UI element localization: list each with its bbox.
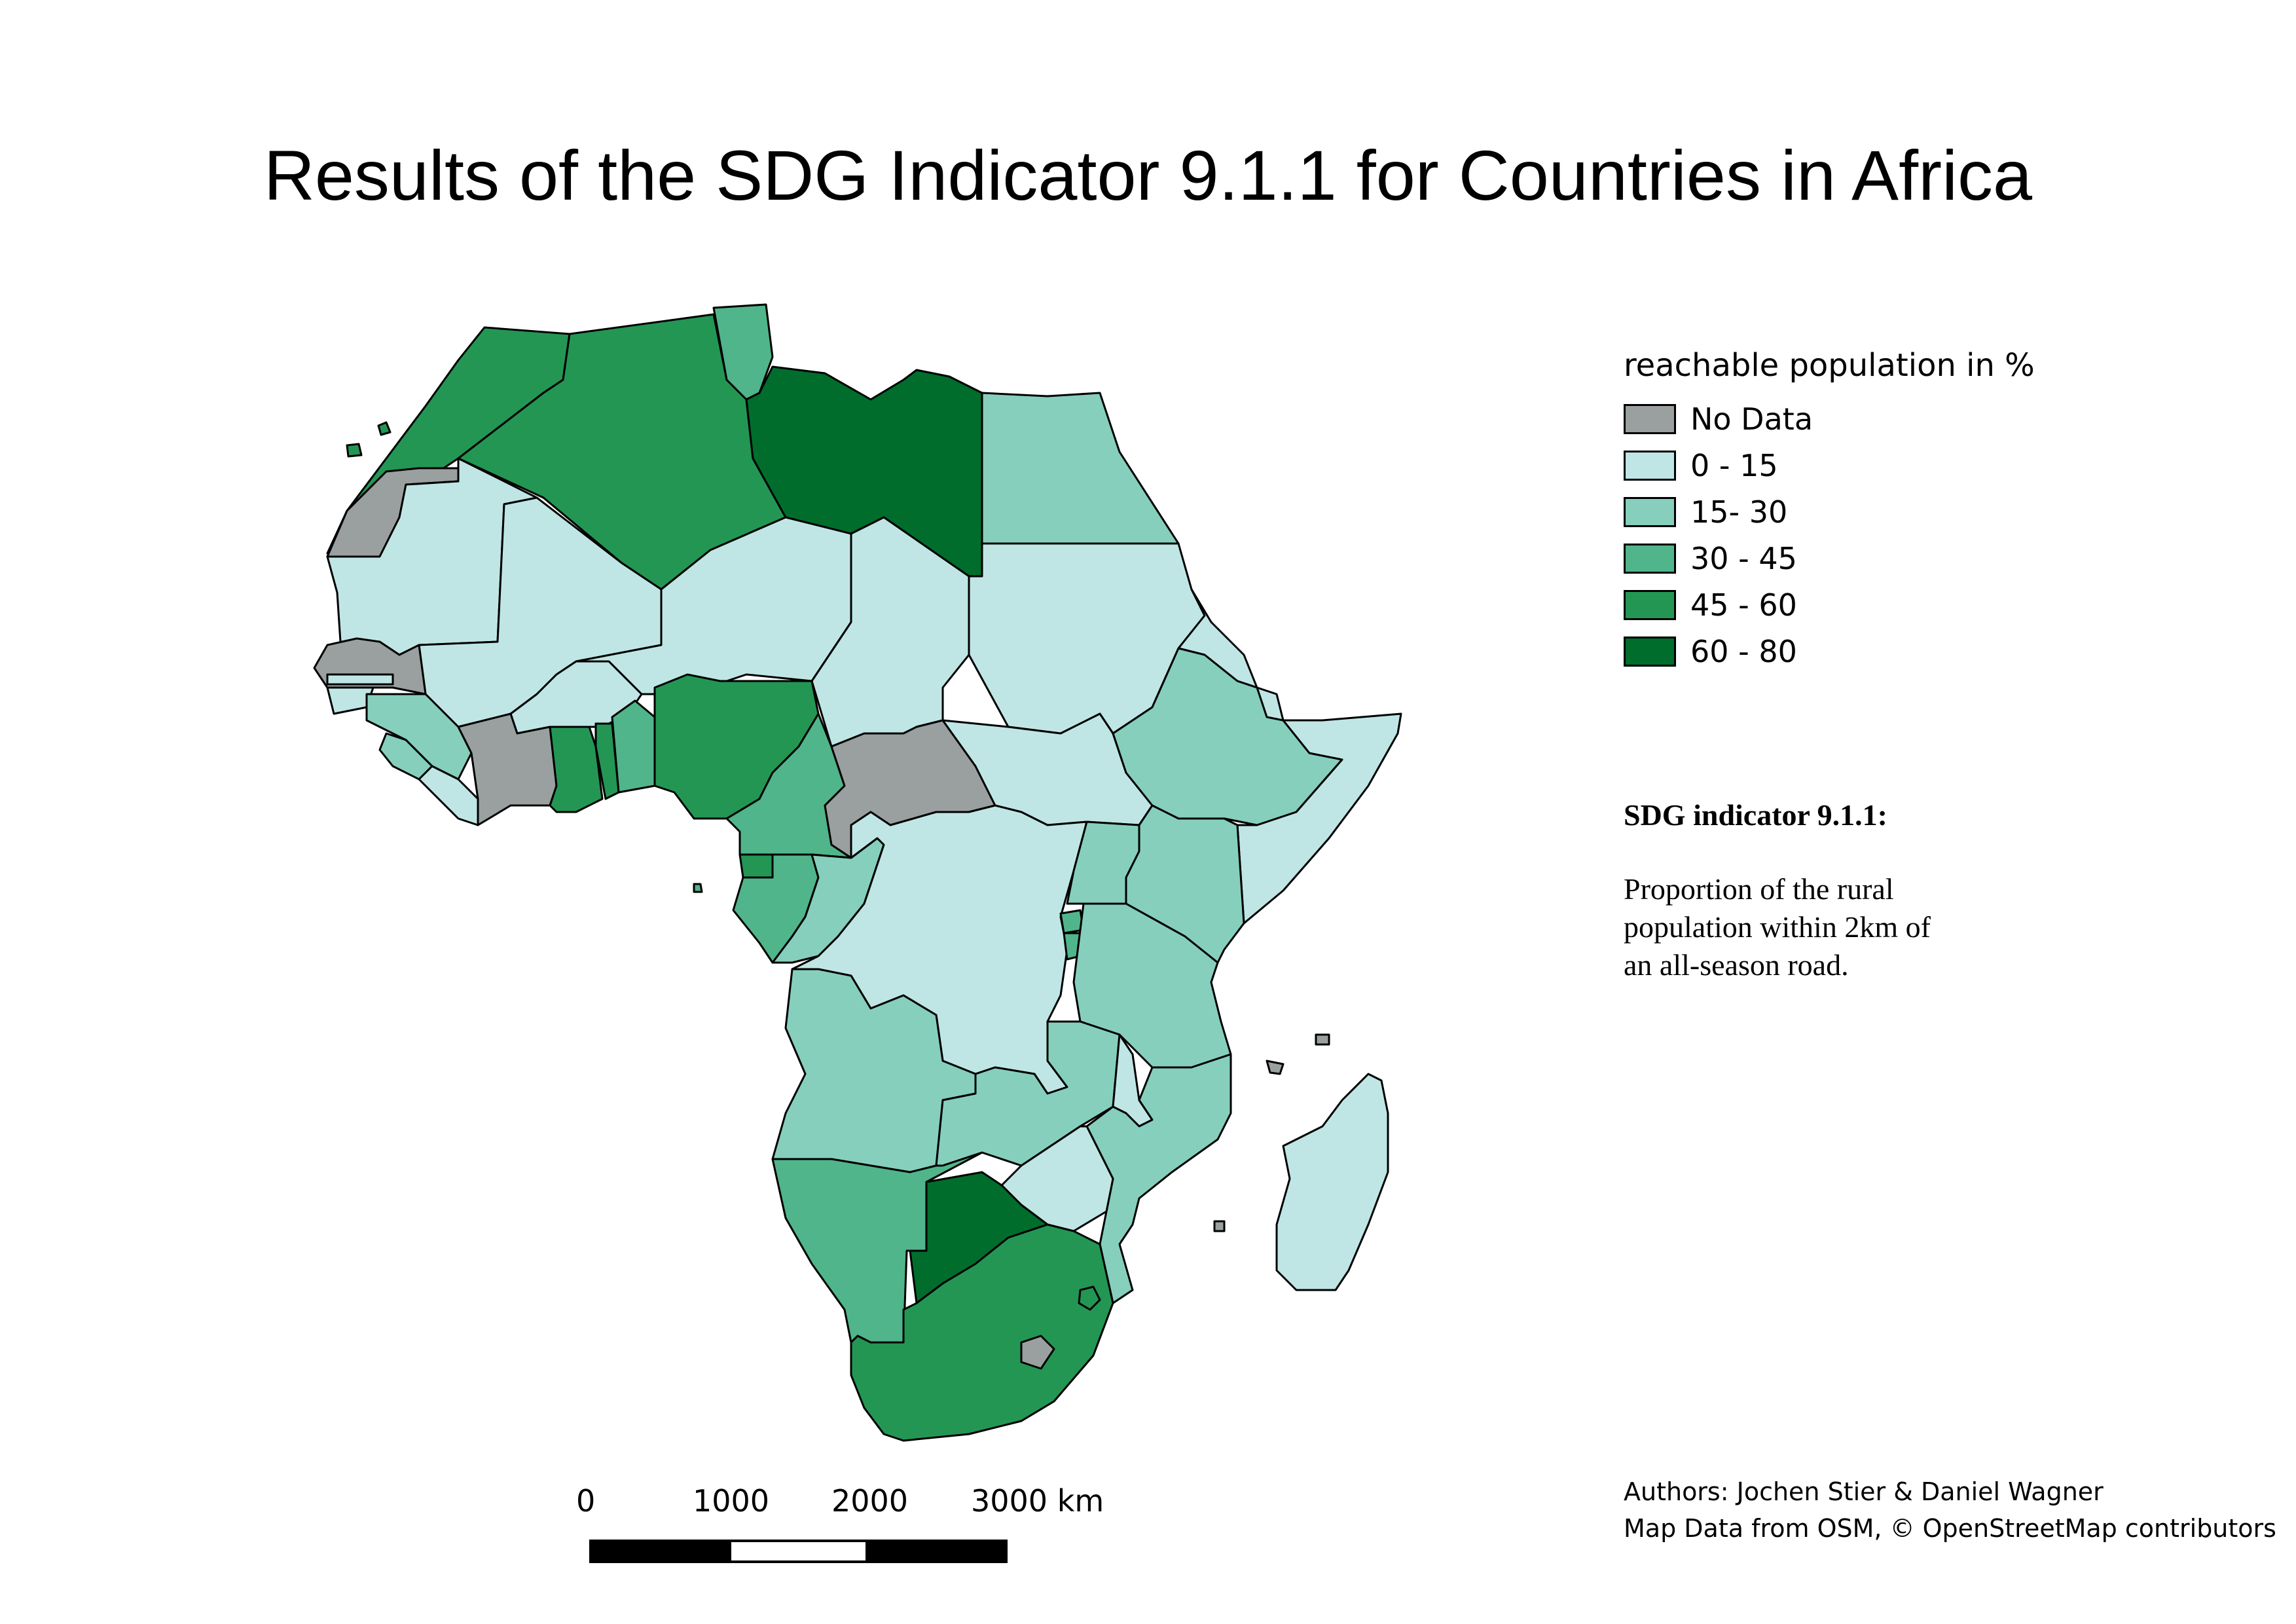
legend-label: 45 - 60 [1690,587,1797,623]
authors-text: Authors: Jochen Stier & Daniel Wagner [1624,1477,2104,1506]
country-equatorial-guinea[interactable] [738,853,774,879]
scale-segment [868,1540,1008,1563]
legend-item: 30 - 45 [1624,535,2035,581]
country-cape-verde[interactable] [346,443,363,458]
country-kenya[interactable] [1125,804,1245,964]
legend-item: 15- 30 [1624,489,2035,535]
country-madagascar[interactable] [1275,1073,1389,1291]
indicator-description: SDG indicator 9.1.1: Proportion of the r… [1624,798,1931,984]
country-comoros[interactable] [1266,1060,1285,1075]
scale-segment [589,1540,729,1563]
legend: reachable population in % No Data 0 - 15 1… [1624,347,2035,674]
legend-label: 30 - 45 [1690,540,1797,576]
country-mauritius[interactable] [1213,1220,1226,1232]
legend-item: 0 - 15 [1624,442,2035,489]
legend-item: No Data [1624,396,2035,442]
legend-label: No Data [1690,401,1813,437]
legend-swatch [1624,496,1676,527]
country-ghana[interactable] [549,726,604,813]
description-heading: SDG indicator 9.1.1: [1624,798,1887,832]
country-eswatini[interactable] [1078,1285,1101,1311]
country-somalia[interactable] [1236,712,1402,925]
legend-label: 60 - 80 [1690,633,1797,669]
legend-items: No Data 0 - 15 15- 30 30 - 45 45 - 60 60 - 80 [1624,396,2035,674]
legend-title: reachable population in % [1624,347,2035,384]
country-togo[interactable] [594,722,620,800]
legend-swatch [1624,450,1676,481]
description-line: population within 2km of [1624,910,1931,944]
data-source-text: Map Data from OSM, © OpenStreetMap contr… [1624,1514,2276,1543]
scale-label: 0 [576,1483,596,1519]
africa-choropleth-map [313,303,1402,1442]
credits: Authors: Jochen Stier & Daniel Wagner Ma… [1624,1473,2276,1547]
scale-label: 2000 [831,1483,909,1519]
country-sao-tome-and-principe[interactable] [693,883,703,893]
legend-item: 45 - 60 [1624,581,2035,628]
country-egypt[interactable] [981,392,1180,545]
legend-swatch [1624,636,1676,667]
country-namibia[interactable] [771,1151,983,1344]
scale-label: 3000 km [971,1483,1104,1519]
description-line: Proportion of the rural [1624,872,1894,906]
scale-segment [729,1540,868,1563]
scale-label: 1000 [693,1483,770,1519]
country-benin[interactable] [611,699,656,794]
legend-swatch [1624,543,1676,574]
country-lesotho[interactable] [1020,1335,1055,1370]
country-seychelles[interactable] [1315,1033,1330,1046]
legend-swatch [1624,403,1676,434]
country-gambia[interactable] [326,673,394,686]
description-line: an all-season road. [1624,948,1849,982]
country-liberia[interactable] [418,765,479,826]
legend-label: 0 - 15 [1690,447,1778,483]
map-title: Results of the SDG Indicator 9.1.1 for C… [263,136,2033,215]
legend-item: 60 - 80 [1624,628,2035,674]
country-canary-islands[interactable] [377,421,392,436]
legend-label: 15- 30 [1690,494,1788,530]
legend-swatch [1624,589,1676,620]
country-south-africa[interactable] [850,1223,1114,1442]
